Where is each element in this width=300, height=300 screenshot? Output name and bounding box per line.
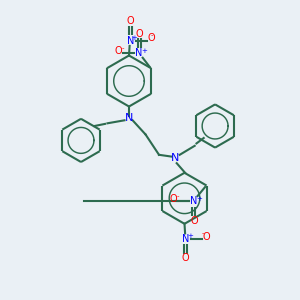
Text: O: O [115,46,122,56]
Text: N: N [182,234,189,244]
Text: N: N [135,48,143,58]
Text: N: N [125,113,133,123]
Text: N: N [171,153,180,163]
Text: +: + [196,196,202,202]
Text: O: O [182,253,189,263]
Text: O: O [203,232,211,242]
Text: +: + [132,35,138,41]
Text: -: - [121,45,124,51]
Text: +: + [141,48,147,54]
Text: N: N [127,35,134,46]
Text: -: - [201,231,204,237]
Text: O: O [148,33,155,43]
Text: O: O [169,194,177,204]
Text: -: - [151,32,154,38]
Text: O: O [190,216,198,226]
Text: -: - [176,193,179,199]
Text: O: O [135,29,143,39]
Text: N: N [190,196,198,206]
Text: O: O [126,16,134,26]
Text: +: + [187,233,193,239]
